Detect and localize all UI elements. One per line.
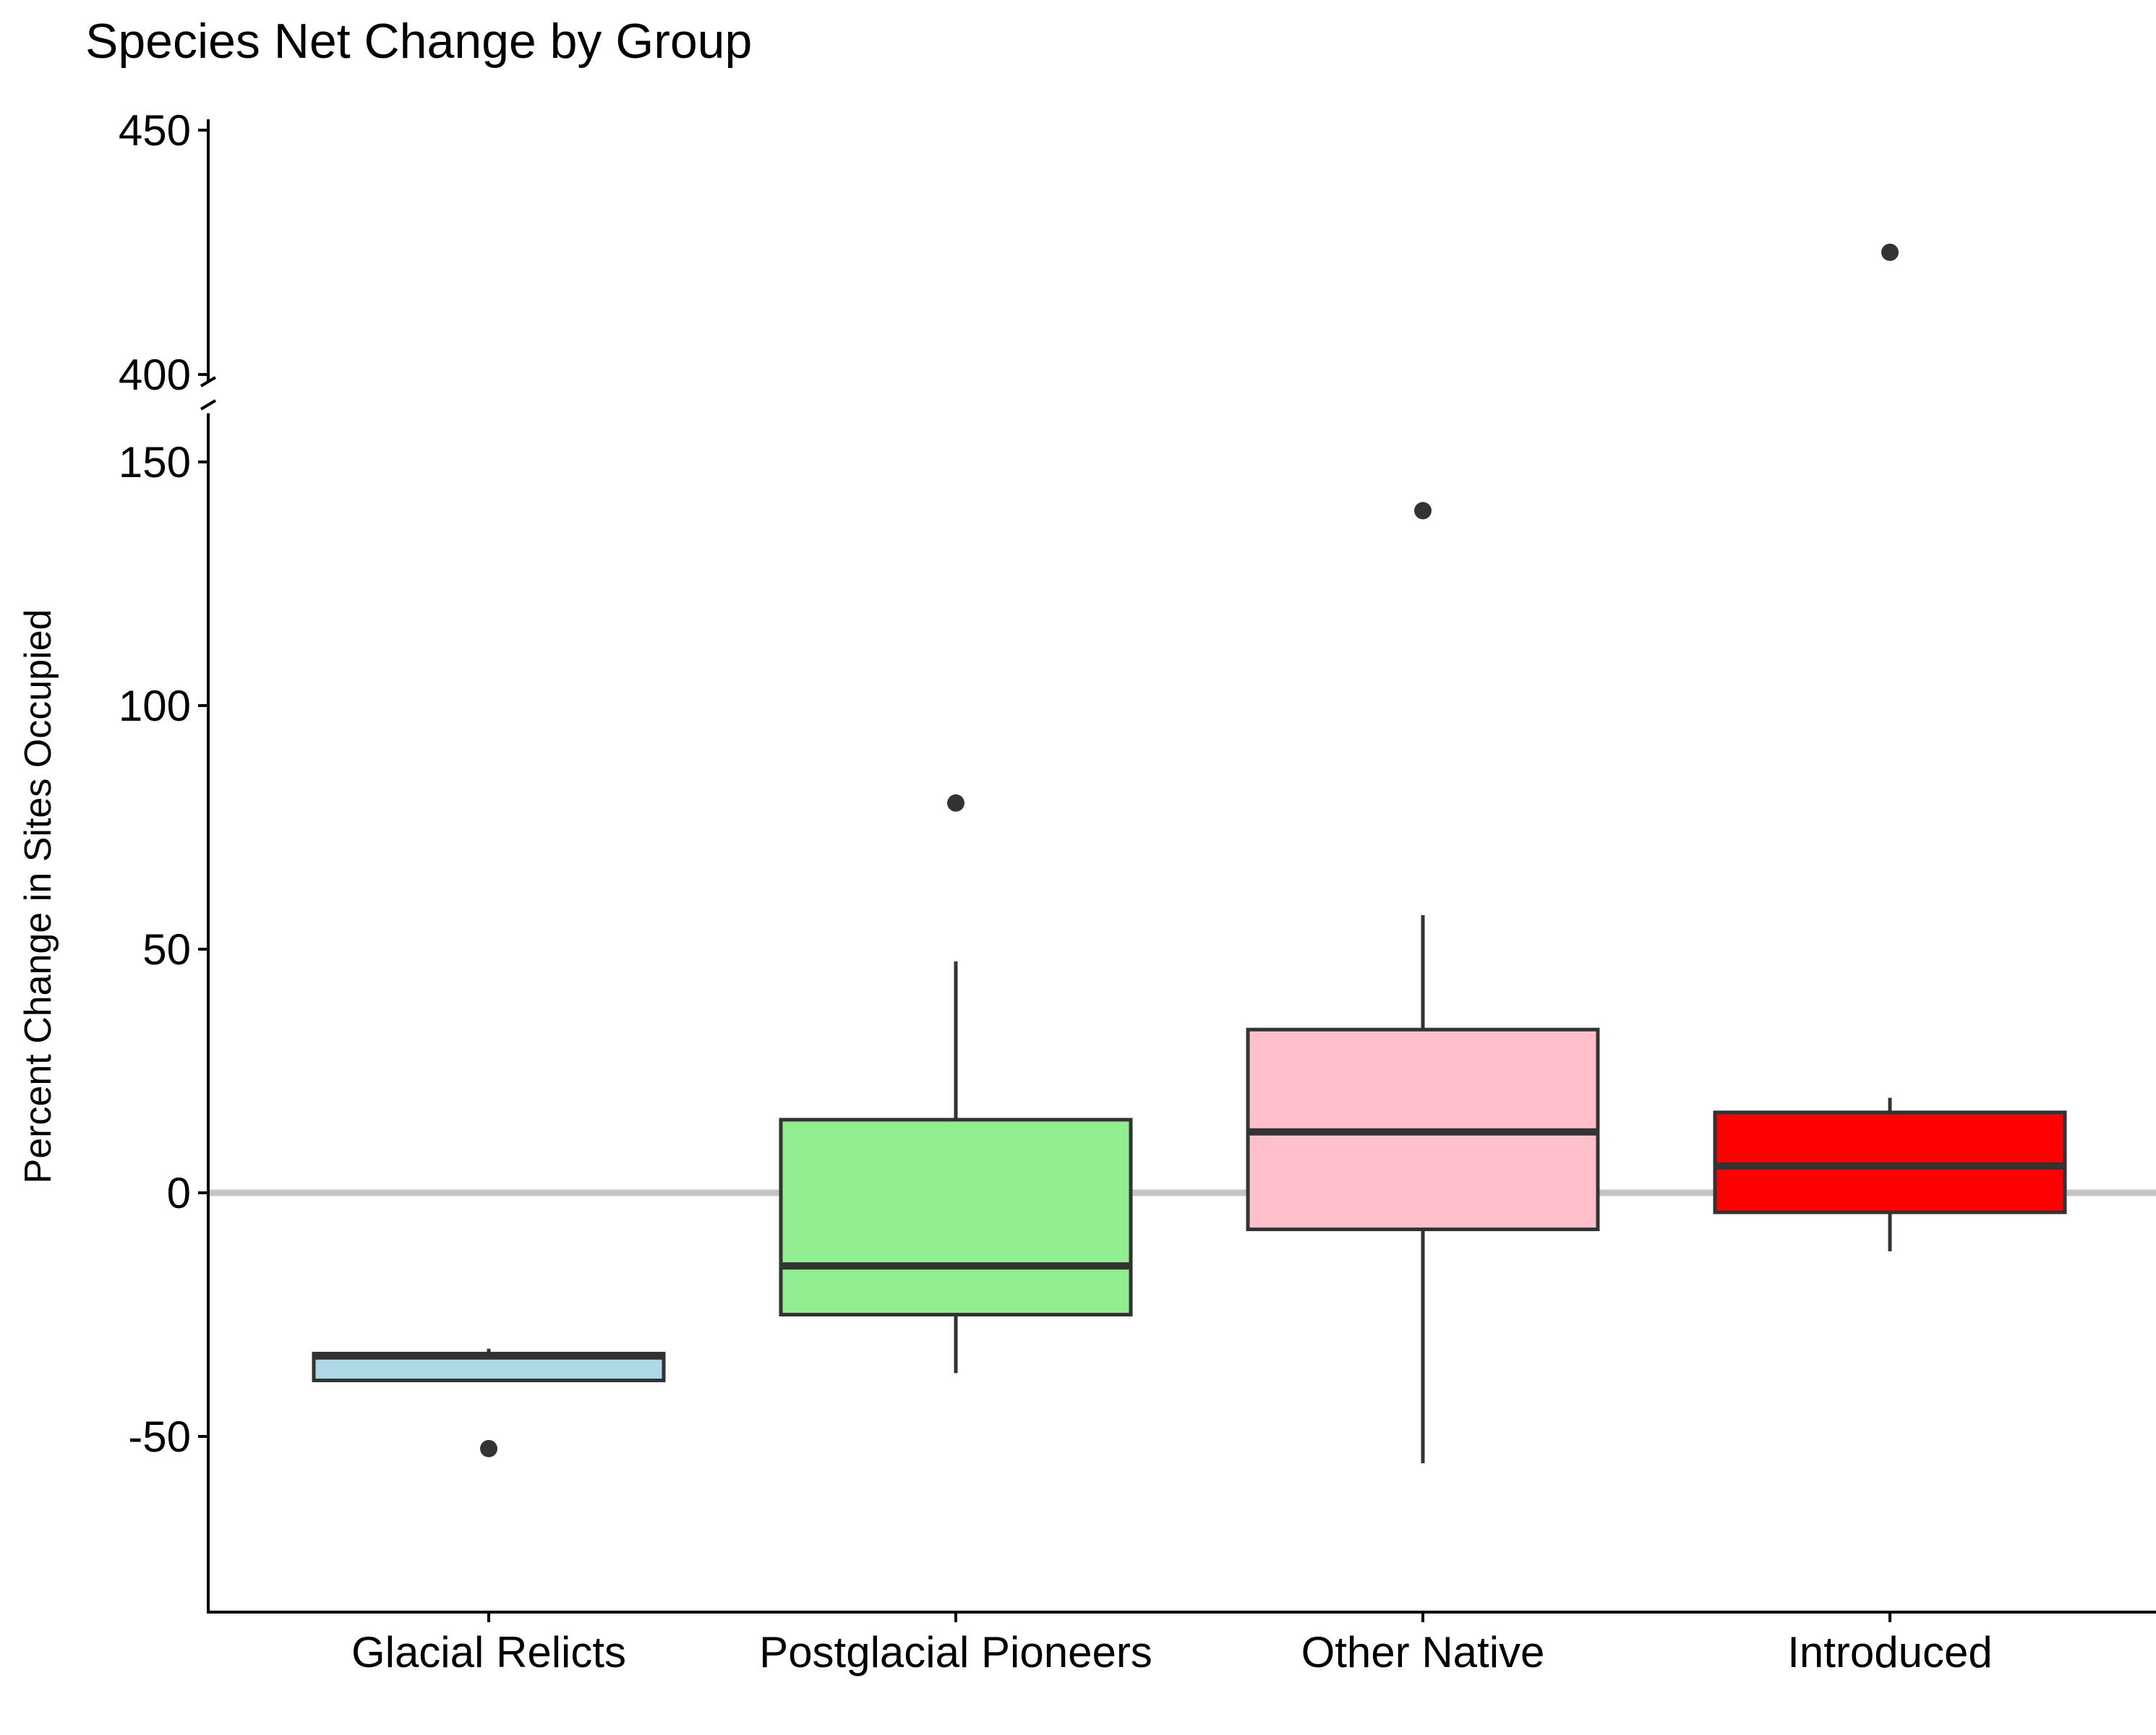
- outlier-point: [947, 794, 964, 812]
- outlier-point: [480, 1439, 497, 1457]
- axis-break-mark-upper: [200, 376, 217, 387]
- y-tick-label: 150: [119, 438, 191, 487]
- y-tick-label: -50: [128, 1413, 191, 1461]
- y-tick-label: 0: [167, 1169, 191, 1217]
- x-tick-label: Other Native: [1301, 1628, 1545, 1676]
- outlier-point: [1881, 244, 1899, 261]
- box-1: [779, 1118, 1133, 1317]
- x-tick-label: Glacial Relicts: [351, 1628, 626, 1676]
- box-3: [1713, 1110, 2067, 1214]
- plot-area: -50 0 50 100 150 400 450 Glacial Relicts Postgla…: [119, 106, 2156, 1676]
- x-tick-label: Postglacial Pioneers: [759, 1628, 1152, 1676]
- y-tick-label: 100: [119, 682, 191, 730]
- outlier-point: [1414, 502, 1432, 520]
- y-tick-label: 400: [119, 351, 191, 399]
- y-axis-title: Percent Change in Sites Occupied: [17, 609, 59, 1184]
- y-tick-label: 450: [119, 106, 191, 155]
- axis-break-mark-lower: [200, 399, 217, 411]
- y-tick-label: 50: [142, 925, 191, 974]
- chart-title: Species Net Change by Group: [85, 14, 752, 69]
- x-tick-label: Introduced: [1787, 1628, 1993, 1676]
